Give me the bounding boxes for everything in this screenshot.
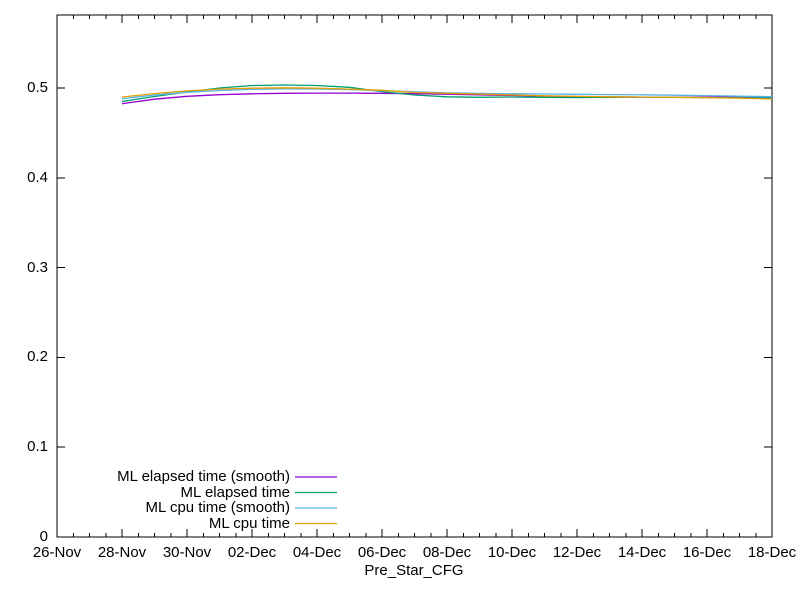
y-tick-label: 0.4 [27, 168, 48, 186]
y-tick-label: 0.3 [27, 258, 48, 276]
x-tick-label: 02-Dec [227, 544, 277, 561]
legend-label: ML elapsed time (smooth) [117, 468, 290, 485]
y-tick-label: 0 [39, 528, 48, 545]
legend-label: ML cpu time [208, 514, 290, 532]
x-tick-label: 28-Nov [97, 544, 147, 561]
x-tick-label: 06-Dec [357, 544, 407, 561]
legend-label: ML elapsed time [180, 483, 291, 501]
x-tick-label: 14-Dec [617, 544, 667, 561]
y-tick-label: 0.5 [27, 79, 48, 96]
series-line-ml-cpu-time [121, 87, 773, 100]
x-tick-label: 08-Dec [422, 544, 472, 561]
x-tick-label: 12-Dec [552, 544, 602, 561]
y-tick-label: 0.1 [27, 438, 48, 456]
x-axis-title: Pre_Star_CFG [364, 562, 464, 579]
x-tick-label: 04-Dec [292, 544, 342, 561]
x-tick-label: 10-Dec [487, 544, 537, 561]
x-tick-label: 16-Dec [682, 544, 732, 561]
legend-label: ML cpu time (smooth) [145, 499, 291, 516]
x-tick-label: 26-Nov [32, 544, 82, 561]
x-tick-label: 18-Dec [747, 544, 797, 561]
x-tick-label: 30-Nov [162, 544, 212, 561]
y-tick-label: 0.2 [27, 348, 48, 366]
